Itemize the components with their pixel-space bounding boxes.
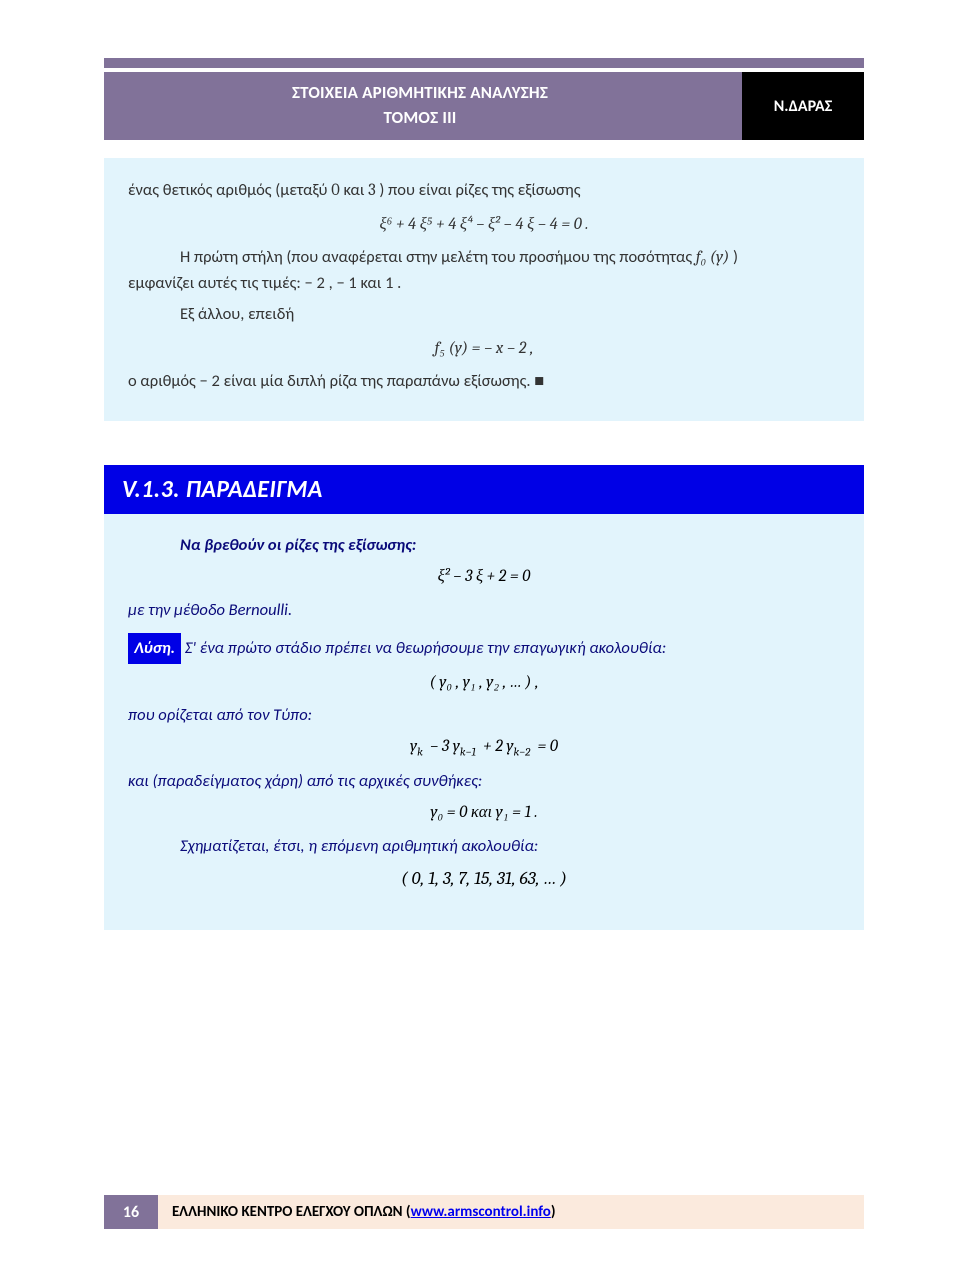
block2-formula-4: y₀ = 0 και y₁ = 1 . xyxy=(128,800,840,826)
block1-line-b: Η πρώτη στήλη (που αναφέρεται στην μελέτ… xyxy=(180,245,840,271)
block2-sol-c: και (παραδείγματος χάρη) από τις αρχικές… xyxy=(128,768,840,794)
footer-link[interactable]: www.armscontrol.info xyxy=(411,1203,551,1221)
block2-sol-b: που ορίζεται από τον Τύπο: xyxy=(128,702,840,728)
header-main: ΣΤΟΙΧΕΙΑ ΑΡΙΘΜΗΤΙΚΗΣ ΑΝΑΛΥΣΗΣ ΤΟΜΟΣ ΙΙΙ … xyxy=(104,72,864,140)
block1-line-e: ο αριθμός − 2 είναι μία διπλή ρίζα της π… xyxy=(128,369,840,395)
content-block-1: ένας θετικός αριθμός (μεταξύ 0 και 3 ) π… xyxy=(104,158,864,421)
header-title: ΣΤΟΙΧΕΙΑ ΑΡΙΘΜΗΤΙΚΗΣ ΑΝΑΛΥΣΗΣ ΤΟΜΟΣ ΙΙΙ xyxy=(104,72,736,140)
footer-text: ΕΛΛΗΝΙΚΟ ΚΕΝΤΡΟ ΕΛΕΓΧΟΥ ΟΠΛΩΝ (www.armsc… xyxy=(158,1195,864,1229)
content-block-2: Να βρεθούν οι ρίζες της εξίσωσης: ξ² − 3… xyxy=(104,514,864,930)
block2-formula-2: ( y₀ , y₁ , y₂ , … ) , xyxy=(128,670,840,696)
page-header: ΣΤΟΙΧΕΙΑ ΑΡΙΘΜΗΤΙΚΗΣ ΑΝΑΛΥΣΗΣ ΤΟΜΟΣ ΙΙΙ … xyxy=(104,58,864,140)
block1-formula-2: f₅ (y) = − x − 2 , xyxy=(128,336,840,362)
solution-label: Λύση. xyxy=(128,633,181,663)
page-number: 16 xyxy=(104,1195,158,1229)
header-author: Ν.ΔΑΡΑΣ xyxy=(742,72,864,140)
block1-formula-1: ξ⁶ + 4 ξ⁵ + 4 ξ⁴ − ξ² − 4 ξ − 4 = 0 . xyxy=(128,212,840,238)
block2-formula-3: yk − 3 yk−1 + 2 yk−2 = 0 xyxy=(128,734,840,762)
block2-problem: Να βρεθούν οι ρίζες της εξίσωσης: xyxy=(180,532,840,558)
section-heading: V.1.3. ΠΑΡΑΔΕΙΓΜΑ xyxy=(104,465,864,514)
header-top-bar xyxy=(104,58,864,68)
page-footer: 16 ΕΛΛΗΝΙΚΟ ΚΕΝΤΡΟ ΕΛΕΓΧΟΥ ΟΠΛΩΝ (www.ar… xyxy=(104,1195,864,1229)
header-title-line1: ΣΤΟΙΧΕΙΑ ΑΡΙΘΜΗΤΙΚΗΣ ΑΝΑΛΥΣΗΣ xyxy=(104,82,736,103)
block1-line-a: ένας θετικός αριθμός (μεταξύ 0 και 3 ) π… xyxy=(128,178,840,204)
block1-line-c: εμφανίζει αυτές τις τιμές: − 2 , − 1 και… xyxy=(128,271,840,297)
block2-formula-5: ( 0, 1, 3, 7, 15, 31, 63, … ) xyxy=(128,865,840,894)
block2-bernoulli: με την μέθοδο Bernoulli. xyxy=(128,597,840,623)
block2-sol-d: Σχηματίζεται, έτσι, η επόμενη αριθμητική… xyxy=(180,833,840,859)
block2-formula-1: ξ² − 3 ξ + 2 = 0 xyxy=(128,564,840,590)
block1-line-d: Εξ άλλου, επειδή xyxy=(180,302,840,328)
block2-solution-start: Λύση. Σ' ένα πρώτο στάδιο πρέπει να θεωρ… xyxy=(128,623,840,663)
header-title-line2: ΤΟΜΟΣ ΙΙΙ xyxy=(104,107,736,128)
